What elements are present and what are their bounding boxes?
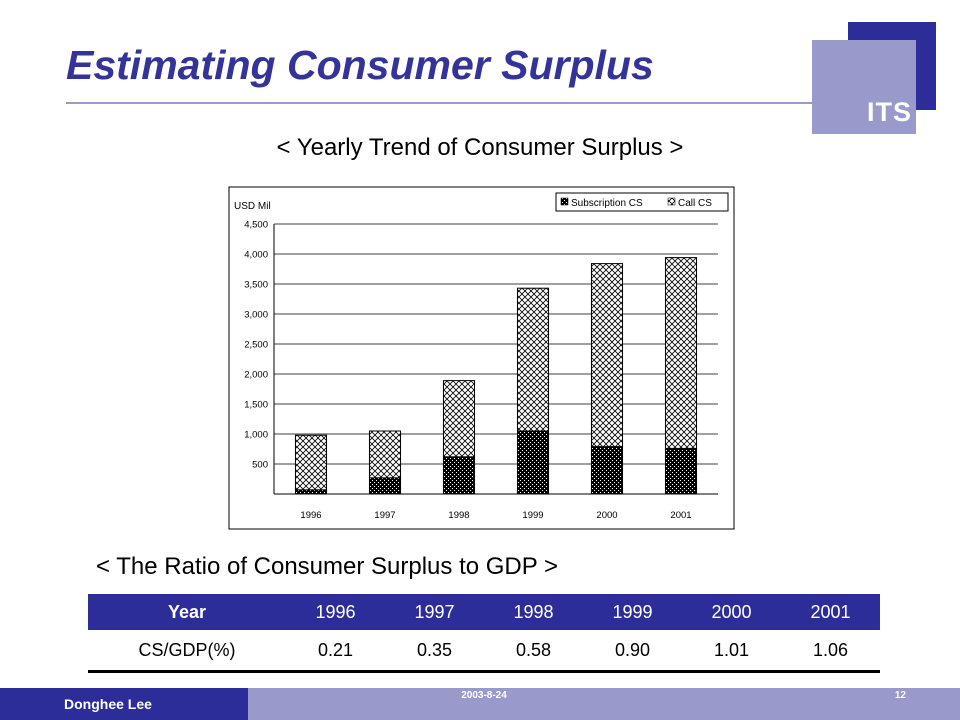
bar-call-cs xyxy=(294,434,328,491)
legend-swatch-subscription xyxy=(560,197,569,206)
header-year-1996: 1996 xyxy=(286,594,385,630)
header-year-1998: 1998 xyxy=(484,594,583,630)
title-divider xyxy=(66,102,814,104)
y-tick-label: 2,500 xyxy=(244,340,268,351)
bar-call-cs xyxy=(368,430,402,479)
y-tick-label: 4,500 xyxy=(244,220,268,231)
bar-subscription-cs xyxy=(664,447,698,495)
cell-value-1999: 0.90 xyxy=(583,630,682,673)
header-year-1997: 1997 xyxy=(385,594,484,630)
cs-gdp-table: Year 1996 1997 1998 1999 2000 2001 CS/GD… xyxy=(88,594,880,673)
chart-bars xyxy=(294,257,698,495)
y-tick-label: 2,000 xyxy=(244,370,268,381)
header-year-2001: 2001 xyxy=(781,594,880,630)
chart-legend: Subscription CS Call CS xyxy=(555,192,729,212)
bar-call-cs xyxy=(590,263,624,448)
bar-subscription-cs xyxy=(294,489,328,495)
cell-value-1996: 0.21 xyxy=(286,630,385,673)
legend-label-subscription: Subscription CS xyxy=(571,198,643,209)
bar-call-cs xyxy=(516,287,550,432)
table-header-row: Year 1996 1997 1998 1999 2000 2001 xyxy=(88,594,880,630)
legend-swatch-call xyxy=(667,197,676,206)
legend-label-call: Call CS xyxy=(678,198,712,209)
x-tick-label: 1998 xyxy=(448,510,469,521)
y-tick-labels: 500 1,000 1,500 2,000 2,500 3,000 3,500 4,000 4,… xyxy=(244,220,268,471)
footer-page-number: 12 xyxy=(894,690,906,701)
cell-value-1997: 0.35 xyxy=(385,630,484,673)
bar-subscription-cs xyxy=(368,477,402,495)
y-tick-label: 4,000 xyxy=(244,250,268,261)
y-tick-label: 3,000 xyxy=(244,310,268,321)
cell-value-2000: 1.01 xyxy=(682,630,781,673)
cell-value-1998: 0.58 xyxy=(484,630,583,673)
footer-right-band xyxy=(248,688,960,720)
x-tick-label: 2000 xyxy=(596,510,617,521)
header-year-1999: 1999 xyxy=(583,594,682,630)
chart-gridlines xyxy=(273,223,718,495)
bar-subscription-cs xyxy=(442,456,476,495)
header-year-label: Year xyxy=(88,594,286,630)
y-tick-label: 1,500 xyxy=(244,400,268,411)
footer-date: 2003-8-24 xyxy=(461,690,507,701)
table-section-title: < The Ratio of Consumer Surplus to GDP > xyxy=(96,553,559,580)
table-row: CS/GDP(%) 0.21 0.35 0.58 0.90 1.01 1.06 xyxy=(88,630,880,673)
logo-text: ITS xyxy=(866,97,912,127)
y-axis-label: USD Mil xyxy=(234,201,271,212)
x-tick-label: 1999 xyxy=(522,510,543,521)
y-tick-label: 500 xyxy=(252,460,268,471)
slide-title: Estimating Consumer Surplus xyxy=(66,42,654,88)
x-tick-label: 1996 xyxy=(300,510,321,521)
bar-call-cs xyxy=(442,380,476,458)
x-tick-label: 1997 xyxy=(374,510,395,521)
y-tick-label: 3,500 xyxy=(244,280,268,291)
y-tick-label: 1,000 xyxy=(244,430,268,441)
legend-box xyxy=(555,192,729,212)
cell-value-2001: 1.06 xyxy=(781,630,880,673)
x-tick-labels: 1996 1997 1998 1999 2000 2001 xyxy=(300,510,691,521)
header-year-2000: 2000 xyxy=(682,594,781,630)
bar-subscription-cs xyxy=(516,430,550,495)
footer-left-band xyxy=(0,688,248,720)
chart-section-title: < Yearly Trend of Consumer Surplus > xyxy=(276,134,684,161)
logo-front-square xyxy=(812,40,916,134)
bar-subscription-cs xyxy=(590,446,624,495)
x-tick-label: 2001 xyxy=(670,510,691,521)
bar-call-cs xyxy=(664,257,698,449)
row-label-cs-gdp: CS/GDP(%) xyxy=(88,630,286,673)
footer-author: Donghee Lee xyxy=(64,696,152,712)
